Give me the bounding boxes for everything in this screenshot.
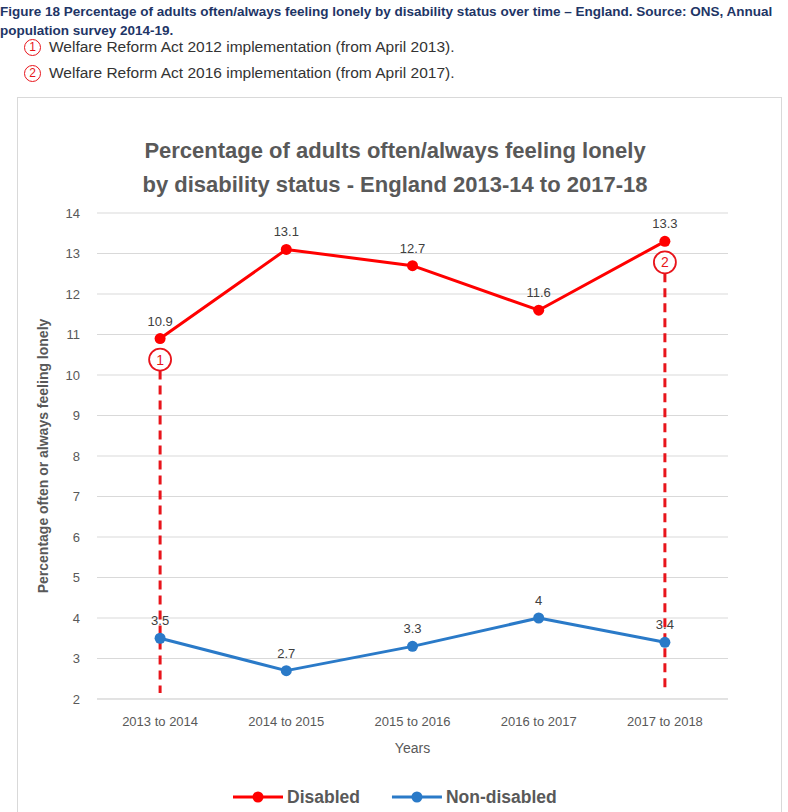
y-tick-label: 7 — [73, 489, 80, 504]
legend-marker — [411, 792, 422, 803]
data-label: 10.9 — [147, 314, 172, 329]
annotation-number: 1 — [156, 352, 164, 368]
y-tick-label: 12 — [66, 287, 80, 302]
chart-title: Percentage of adults often/always feelin… — [143, 138, 648, 197]
legend: Disabled Non-disabled — [233, 787, 557, 807]
y-tick-label: 4 — [73, 611, 80, 626]
series-marker — [155, 633, 166, 644]
series-marker — [533, 305, 544, 316]
y-tick-label: 6 — [73, 530, 80, 545]
series-marker — [407, 260, 418, 271]
series-marker — [281, 244, 292, 255]
annotations: 12 — [149, 251, 676, 693]
legend-label: Disabled — [287, 787, 360, 807]
annotation-text: Welfare Reform Act 2012 implementation (… — [49, 38, 454, 56]
x-tick-label: 2016 to 2017 — [501, 714, 577, 729]
x-axis-label: Years — [395, 740, 430, 756]
grid-line — [97, 294, 728, 295]
y-tick-label: 8 — [73, 449, 80, 464]
data-label: 3.3 — [403, 621, 421, 636]
data-label: 2.7 — [277, 646, 295, 661]
grid-line — [97, 334, 728, 335]
y-tick-label: 10 — [66, 368, 80, 383]
annotation-number: 2 — [661, 254, 669, 270]
data-label: 11.6 — [527, 285, 551, 300]
annotation-note: 2 Welfare Reform Act 2016 implementation … — [24, 62, 454, 84]
y-tick-label: 11 — [67, 327, 81, 342]
grid-line — [97, 415, 728, 416]
data-label: 13.3 — [652, 216, 677, 231]
y-tick-label: 13 — [66, 246, 80, 261]
annotation-number: 2 — [24, 65, 41, 82]
grid-line — [97, 456, 728, 457]
annotation-circle — [654, 251, 676, 273]
annotation-note: 1 Welfare Reform Act 2012 implementation … — [24, 36, 454, 58]
grid-line — [97, 213, 728, 214]
series-marker — [659, 236, 670, 247]
y-tick-label: 3 — [73, 651, 80, 666]
y-tick-label: 14 — [66, 206, 80, 221]
y-tick-label: 2 — [73, 692, 80, 707]
annotation-circle — [149, 349, 171, 371]
x-axis — [97, 699, 728, 700]
y-tick-label: 9 — [73, 408, 80, 423]
grid — [97, 213, 728, 699]
data-label: 3.5 — [151, 613, 169, 628]
y-axis-label: Percentage often or always feeling lonel… — [35, 318, 51, 593]
grid-line — [97, 658, 728, 659]
grid-line — [97, 618, 728, 619]
series-marker — [659, 637, 670, 648]
y-tick-label: 5 — [73, 570, 80, 585]
x-tick-label: 2017 to 2018 — [627, 714, 703, 729]
data-label: 12.7 — [400, 241, 425, 256]
chart: Percentage of adults often/always feelin… — [0, 0, 788, 812]
data-label: 3.4 — [656, 617, 674, 632]
grid-line — [97, 496, 728, 497]
data-label: 4 — [535, 593, 542, 608]
x-tick-label: 2015 to 2016 — [375, 714, 451, 729]
grid-line — [97, 537, 728, 538]
series-line — [160, 241, 665, 338]
series-marker — [155, 333, 166, 344]
series-marker — [533, 613, 544, 624]
grid-line — [97, 375, 728, 376]
plot-data — [155, 236, 671, 676]
data-labels: 10.9 13.1 12.7 11.6 13.3 3.5 2.7 3.3 4 3.4 — [147, 216, 677, 660]
series-marker — [407, 641, 418, 652]
grid-line — [97, 699, 728, 700]
x-tick-label: 2014 to 2015 — [248, 714, 324, 729]
annotation-line — [159, 371, 162, 693]
figure-caption: Figure 18 Percentage of adults often/alw… — [0, 2, 775, 40]
annotation-number: 1 — [24, 39, 41, 56]
grid-line — [97, 577, 728, 578]
series-marker — [281, 665, 292, 676]
x-tick-label: 2013 to 2014 — [122, 714, 198, 729]
legend-marker — [253, 792, 264, 803]
data-label: 13.1 — [274, 224, 299, 239]
annotation-text: Welfare Reform Act 2016 implementation (… — [49, 64, 454, 82]
legend-label: Non-disabled — [446, 787, 557, 807]
chart-frame — [18, 98, 782, 812]
series-line — [160, 618, 665, 671]
